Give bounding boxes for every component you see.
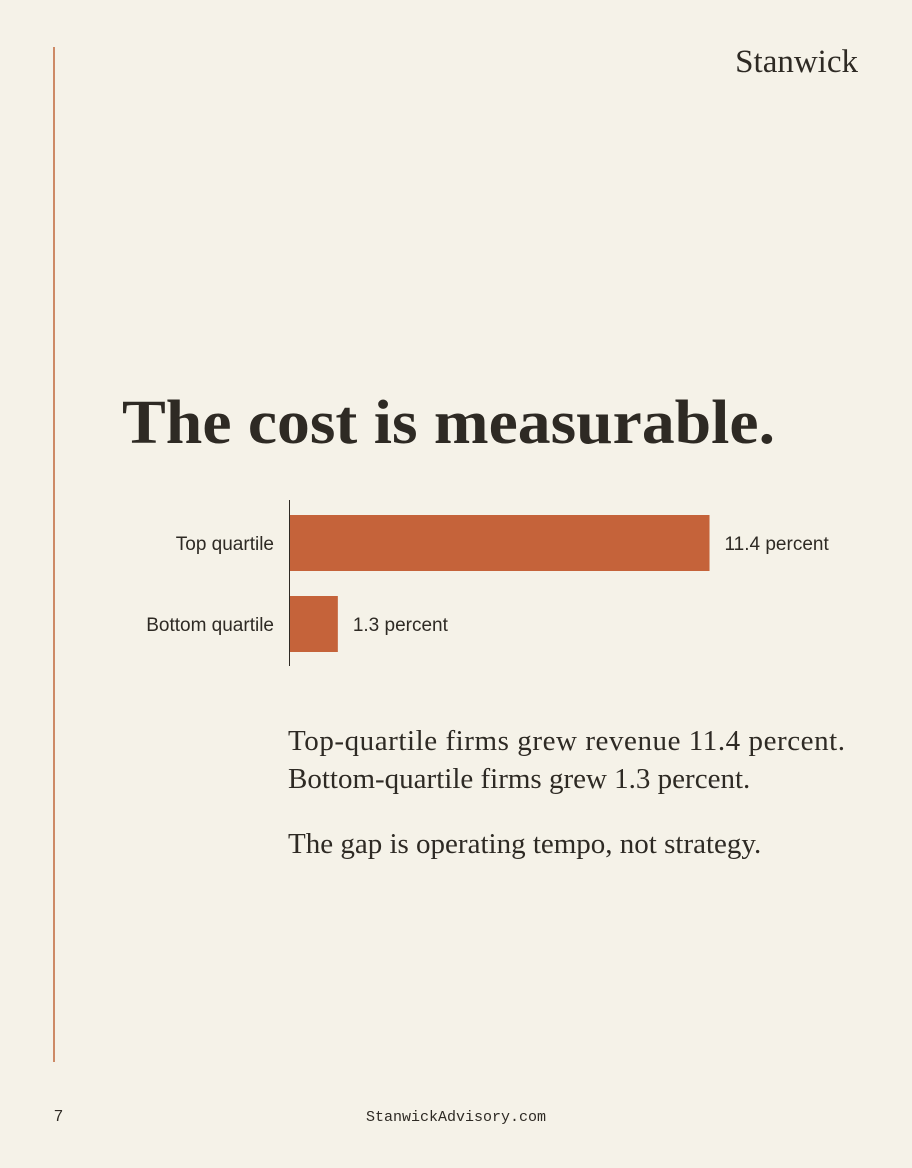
body-line: Bottom-quartile firms grew 1.3 percent. (288, 763, 750, 795)
value-label: 11.4 percent (725, 534, 830, 555)
chart: Top quartile 11.4 percent Bottom quartile 1… (146, 500, 829, 666)
heading: The cost is measurable. (122, 389, 775, 457)
category-label: Bottom quartile (146, 615, 274, 636)
brand: Stanwick (735, 44, 858, 80)
category-label: Top quartile (176, 534, 274, 555)
value-label: 1.3 percent (353, 615, 449, 636)
bar (290, 596, 338, 652)
bar (290, 515, 710, 571)
footer-url: StanwickAdvisory.com (366, 1109, 546, 1126)
body-line: Top-quartile firms grew revenue 11.4 per… (288, 725, 845, 757)
body-line: The gap is operating tempo, not strategy… (288, 828, 761, 860)
body-text: Top-quartile firms grew revenue 11.4 per… (288, 725, 845, 860)
page-number: 7 (54, 1108, 63, 1125)
